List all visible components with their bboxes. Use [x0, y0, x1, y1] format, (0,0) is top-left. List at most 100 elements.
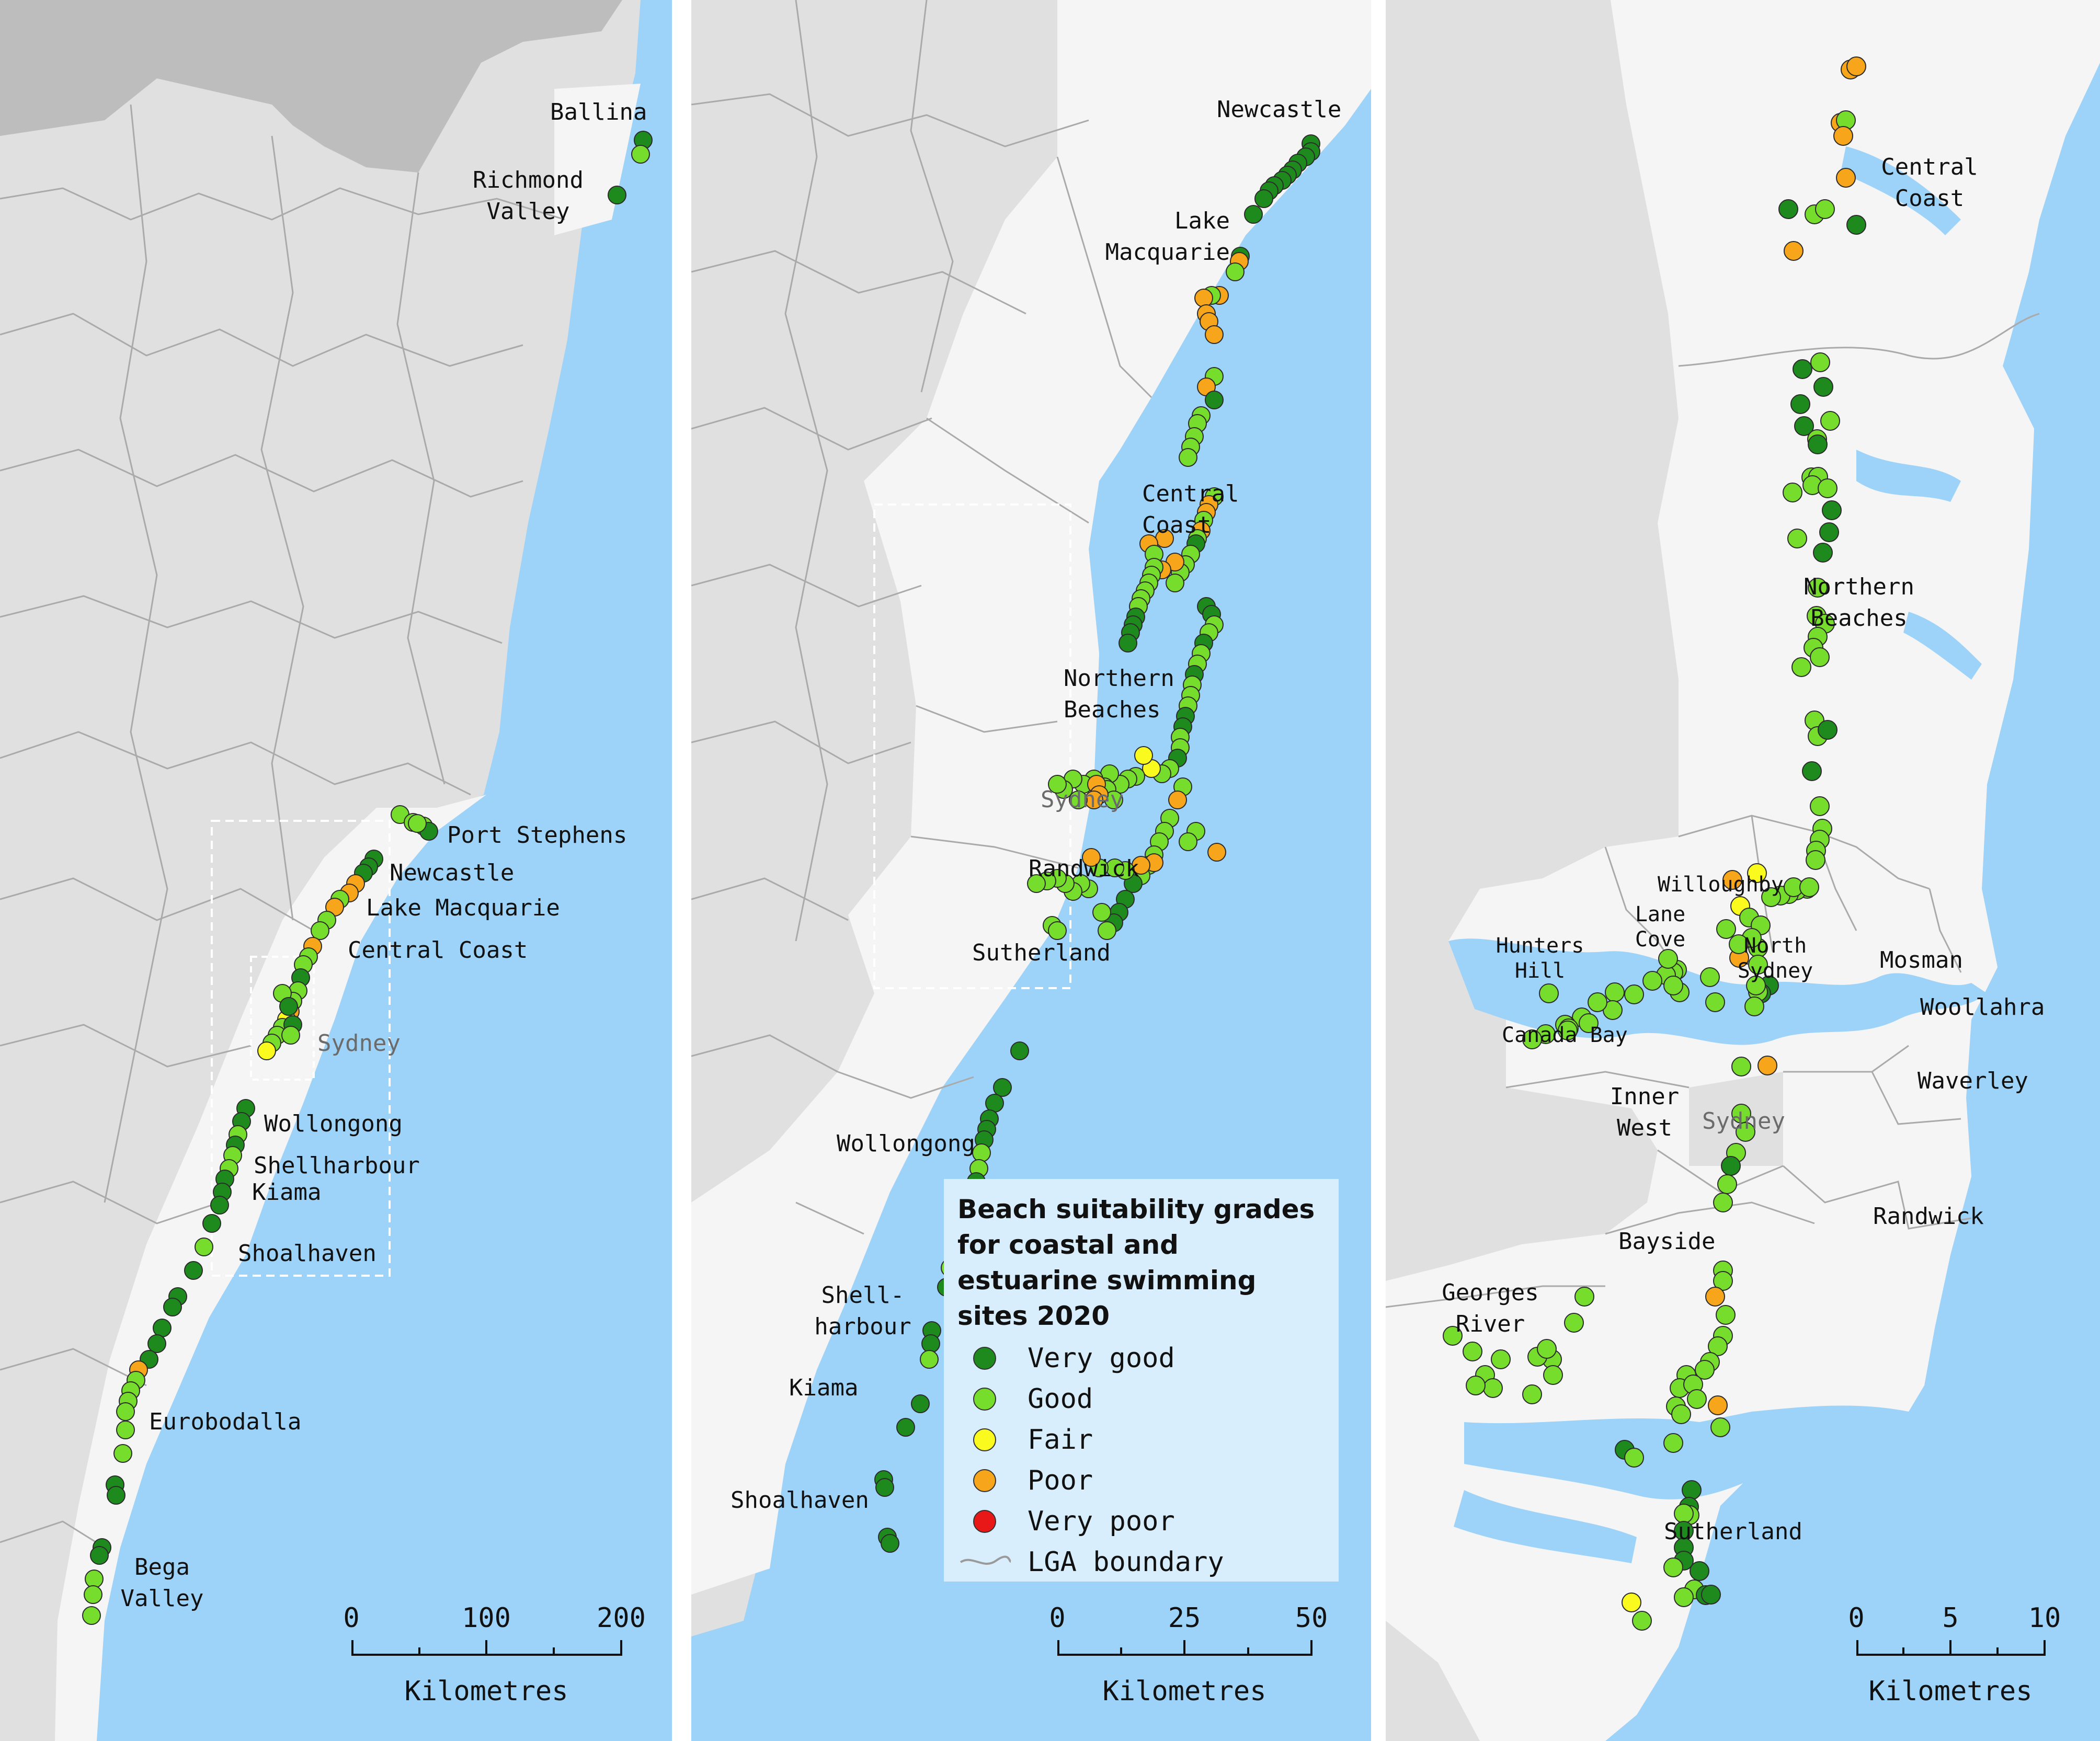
site-marker-very-good	[90, 1546, 109, 1565]
site-marker-poor	[1205, 325, 1224, 344]
scale-bar: 0 100 200 Kilometres	[343, 1602, 646, 1723]
site-marker-very-good	[1690, 1561, 1709, 1581]
site-marker-very-good	[1244, 205, 1263, 224]
label-bayside: Bayside	[1618, 1228, 1716, 1255]
label-mosman: Mosman	[1880, 947, 1963, 973]
label-inner-west: Inner West	[1600, 1081, 1689, 1144]
inset-frame-sydney	[250, 956, 315, 1081]
site-marker-good	[1179, 448, 1197, 467]
label-line: Bega	[134, 1554, 190, 1580]
label-line: Hill	[1514, 959, 1566, 983]
site-marker-good	[1810, 796, 1830, 816]
site-marker-very-good	[921, 1334, 940, 1353]
legend: Beach suitability grades for coastal and…	[944, 1179, 1339, 1582]
label-northern-beaches: Northern Beaches	[1788, 571, 1930, 634]
site-marker-good	[82, 1606, 101, 1625]
label-sutherland: Sutherland	[972, 940, 1111, 966]
site-marker-poor	[1705, 1287, 1725, 1307]
label-northern-beaches: Northern Beaches	[1064, 663, 1174, 726]
site-marker-good	[1048, 775, 1067, 794]
central-map	[691, 0, 1371, 1636]
swim-sites-sydney	[1443, 56, 1866, 1631]
lga-boundaries	[0, 104, 565, 1549]
label-shoalhaven: Shoalhaven	[238, 1240, 376, 1267]
scale-line	[351, 1640, 622, 1656]
site-marker-good	[1092, 903, 1111, 922]
label-woollahra: Woollahra	[1920, 994, 2045, 1021]
lga-boundaries	[1386, 313, 2040, 1308]
site-marker-good	[1820, 411, 1840, 431]
site-marker-very-good	[1010, 1041, 1029, 1060]
very-good-swatch	[973, 1347, 996, 1370]
coastal-lga-strip	[691, 0, 1371, 1595]
site-marker-good	[1736, 1122, 1755, 1142]
site-marker-poor	[1207, 843, 1226, 862]
legend-label: Good	[1028, 1383, 1093, 1415]
site-marker-good	[1069, 791, 1088, 809]
scale-unit: Kilometres	[1102, 1676, 1266, 1707]
label-line: Coast	[1142, 512, 1212, 539]
label-line: Hunters	[1496, 934, 1584, 958]
scale-unit: Kilometres	[404, 1676, 568, 1707]
site-marker-very-good	[985, 1094, 1004, 1113]
label-line: Lake	[1174, 208, 1230, 234]
boundary-line-icon	[960, 1555, 1012, 1565]
label-bega-valley: Bega Valley	[115, 1552, 209, 1614]
site-marker-good	[116, 1402, 135, 1421]
site-marker-good	[1483, 1378, 1503, 1398]
label-shellharbour: Shell- harbour	[811, 1280, 915, 1343]
label-georges-river: Georges River	[1438, 1277, 1543, 1340]
scale-tick: 0	[343, 1602, 360, 1634]
site-marker-very-good	[210, 1196, 229, 1215]
site-marker-poor	[1846, 56, 1866, 76]
site-marker-poor	[1194, 289, 1213, 307]
label-line: Macquarie	[1105, 239, 1230, 266]
site-marker-very-good	[1813, 543, 1833, 563]
site-marker-good	[1761, 887, 1781, 907]
site-marker-good	[1695, 1360, 1715, 1380]
site-marker-very-good	[1778, 199, 1798, 219]
label-randwick: Randwick	[1873, 1203, 1984, 1230]
label-line: Central	[1142, 480, 1239, 507]
label-line: Lane	[1635, 902, 1686, 926]
site-marker-very-good	[911, 1394, 930, 1413]
label-line: Inner	[1610, 1083, 1680, 1110]
scale-line	[1057, 1640, 1312, 1656]
legend-label: Very poor	[1028, 1506, 1175, 1537]
site-marker-good	[631, 145, 650, 164]
scale-bar: 0 25 50 Kilometres	[1049, 1602, 1329, 1723]
scale-tick: 25	[1168, 1602, 1201, 1634]
site-marker-good	[85, 1570, 104, 1588]
good-swatch	[973, 1388, 996, 1411]
label-line: Beaches	[1064, 696, 1161, 723]
site-marker-very-good	[993, 1078, 1012, 1097]
label-shoalhaven: Shoalhaven	[731, 1487, 869, 1514]
scale-tick: 5	[1942, 1602, 1959, 1634]
site-marker-poor	[1757, 1056, 1777, 1075]
label-wollongong: Wollongong	[837, 1130, 975, 1157]
site-marker-good	[1705, 992, 1725, 1012]
site-marker-good	[1632, 1611, 1652, 1631]
site-marker-good	[1539, 983, 1559, 1003]
legend-label: Fair	[1028, 1424, 1093, 1456]
site-marker-very-good	[1818, 720, 1838, 740]
site-marker-good	[1564, 1313, 1584, 1333]
scale-unit: Kilometres	[1868, 1676, 2033, 1707]
site-marker-good	[1624, 984, 1644, 1004]
label-line: Valley	[120, 1585, 204, 1612]
site-marker-good	[1466, 1376, 1486, 1395]
legend-label: Poor	[1028, 1465, 1093, 1496]
site-marker-good	[1783, 483, 1802, 502]
label-line: Cove	[1635, 927, 1686, 952]
site-marker-poor	[1168, 791, 1187, 809]
site-marker-fair	[1622, 1593, 1641, 1612]
fair-swatch	[973, 1428, 996, 1451]
site-marker-very-good	[1119, 634, 1137, 652]
site-marker-poor	[1836, 168, 1856, 188]
site-marker-good	[281, 1026, 300, 1045]
site-marker-good	[1716, 1305, 1736, 1325]
label-port-stephens: Port Stephens	[447, 822, 627, 849]
site-marker-very-good	[881, 1534, 899, 1553]
site-marker-fair	[1747, 863, 1767, 883]
site-marker-very-good	[1846, 215, 1866, 235]
